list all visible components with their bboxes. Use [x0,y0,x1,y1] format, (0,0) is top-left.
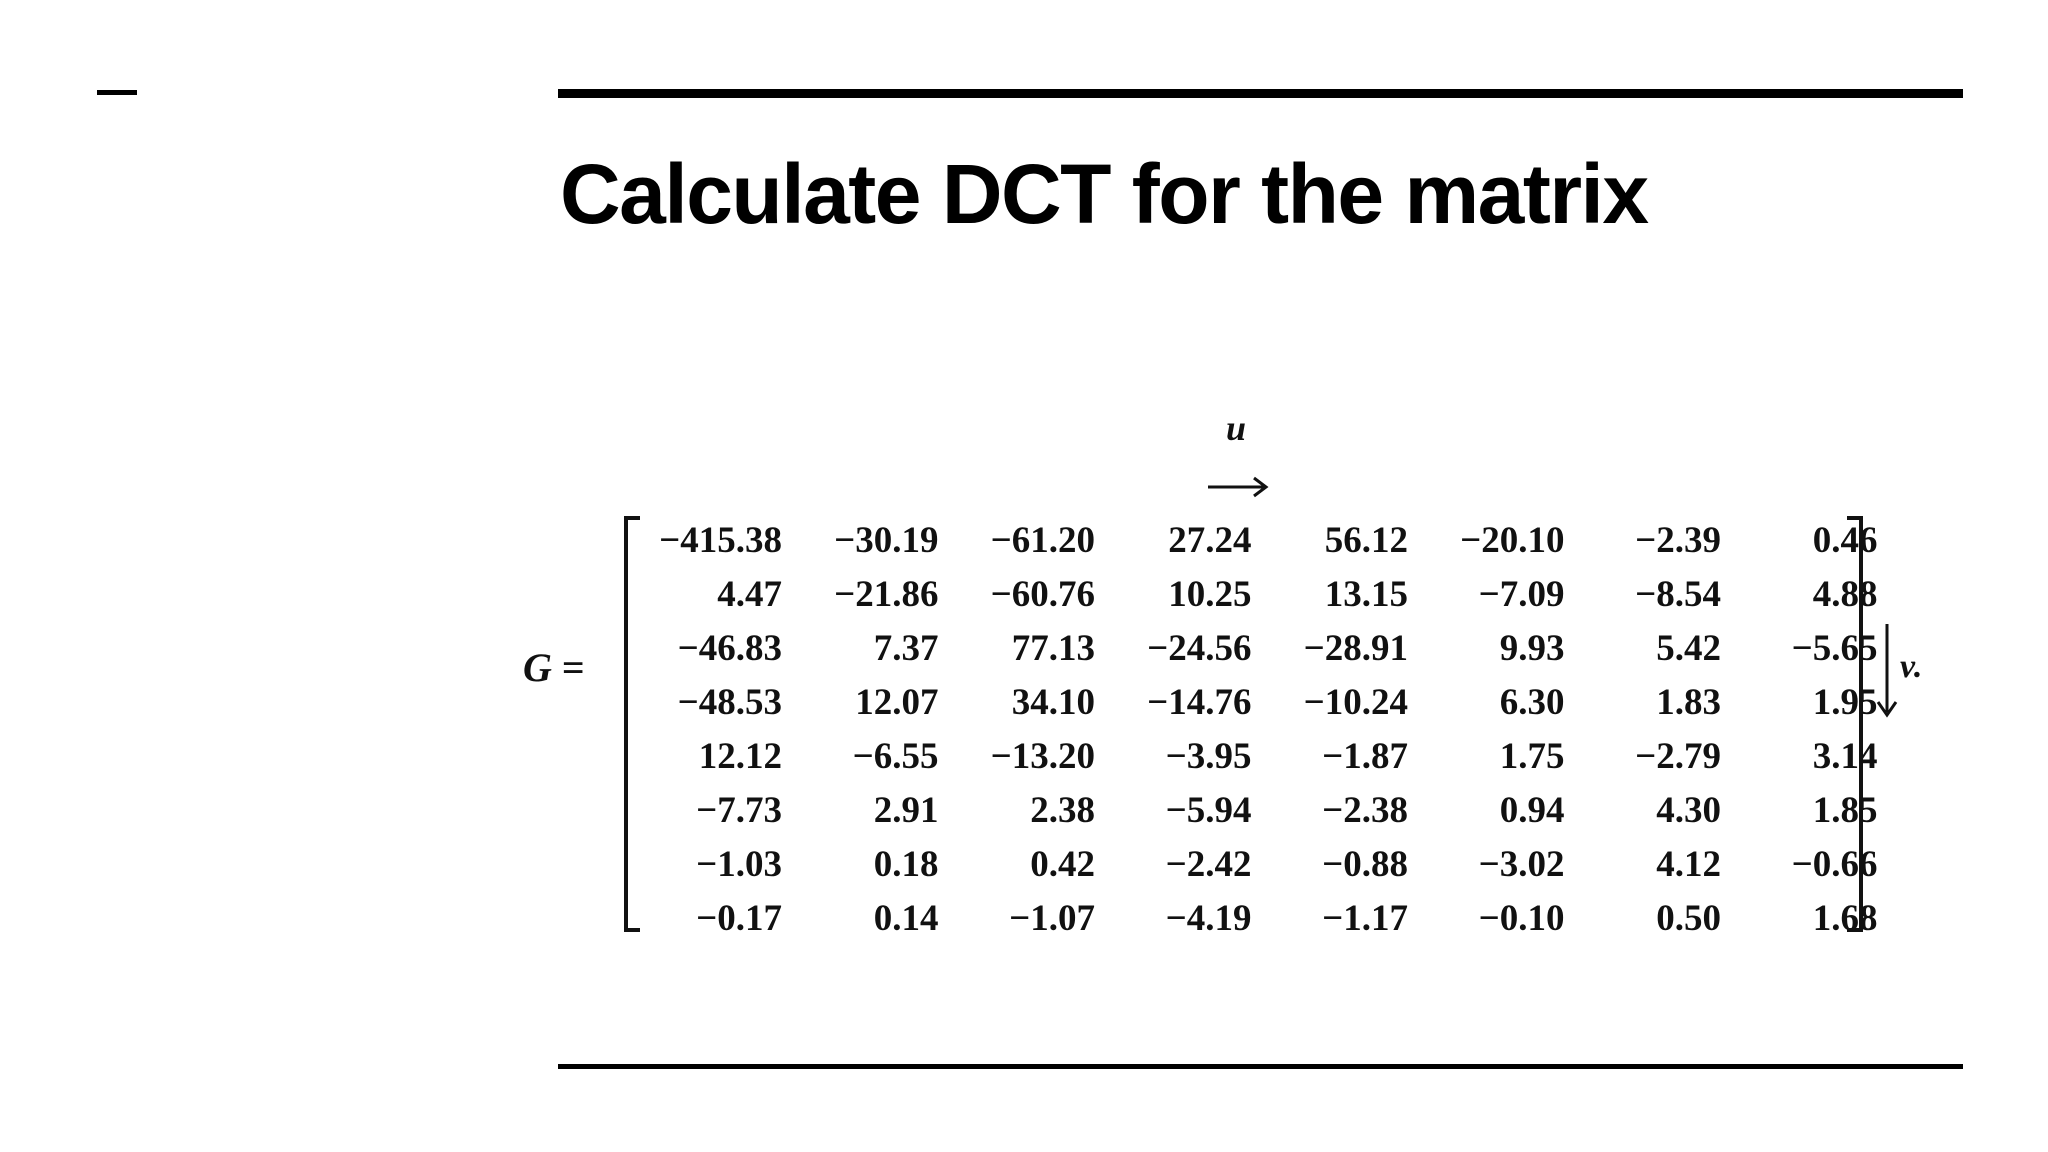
matrix-cell: −28.91 [1303,627,1408,669]
slide-title: Calculate DCT for the matrix [560,147,1649,241]
bottom-divider [558,1064,1963,1069]
matrix-cell: 1.68 [1812,897,1878,939]
matrix-variable: G [523,645,552,690]
matrix-cell: −1.03 [696,843,782,885]
matrix-cell: −6.55 [852,735,939,777]
matrix-cell: 0.50 [1656,897,1721,939]
matrix-cell: 1.85 [1812,789,1878,831]
matrix-cell: −0.88 [1322,843,1408,885]
matrix-cell: −4.19 [1165,897,1252,939]
right-bracket [1847,516,1863,932]
matrix-cell: 3.14 [1812,735,1878,777]
matrix-cell: −3.95 [1165,735,1252,777]
matrix-row: −7.73 2.91 2.38 −5.94 −2.38 0.94 4.30 1.85 [636,783,1878,837]
matrix-cell: 12.07 [855,681,939,723]
matrix-cell: 7.37 [873,627,939,669]
equals-sign: = [561,645,585,690]
matrix-cell: 0.14 [873,897,939,939]
matrix-row: −415.38 −30.19 −61.20 27.24 56.12 −20.10 −2.39… [636,513,1878,567]
matrix-cell: 4.88 [1812,573,1878,615]
matrix-cell: −3.02 [1478,843,1565,885]
left-bracket [624,516,640,932]
dct-matrix: −415.38 −30.19 −61.20 27.24 56.12 −20.10 −2.39… [636,513,1878,945]
matrix-cell: −7.09 [1478,573,1565,615]
matrix-cell: 4.30 [1656,789,1721,831]
matrix-cell: −21.86 [834,573,939,615]
right-arrow-icon [1208,476,1269,498]
matrix-cell: 6.30 [1499,681,1565,723]
matrix-cell: 27.24 [1168,519,1252,561]
row-index-label: v. [1900,648,1923,685]
matrix-cell: −1.17 [1322,897,1408,939]
matrix-cell: −8.54 [1635,573,1721,615]
matrix-cell: −13.20 [990,735,1095,777]
matrix-cell: −7.73 [696,789,782,831]
matrix-row: −48.53 12.07 34.10 −14.76 −10.24 6.30 1.83 1.95 [636,675,1878,729]
matrix-cell: 1.95 [1812,681,1878,723]
matrix-cell: 1.83 [1656,681,1721,723]
matrix-cell: −2.42 [1165,843,1252,885]
matrix-cell: −0.66 [1791,843,1878,885]
matrix-cell: 4.47 [717,573,782,615]
slide-dash-marker [97,90,137,95]
matrix-cell: −1.87 [1322,735,1408,777]
matrix-cell: −48.53 [677,681,782,723]
matrix-cell: 34.10 [1011,681,1095,723]
matrix-cell: −2.38 [1322,789,1408,831]
matrix-cell: 77.13 [1011,627,1095,669]
matrix-cell: −5.65 [1791,627,1878,669]
matrix-cell: −61.20 [990,519,1095,561]
matrix-cell: −10.24 [1303,681,1408,723]
matrix-row: 12.12 −6.55 −13.20 −3.95 −1.87 1.75 −2.79 3.14 [636,729,1878,783]
matrix-cell: −46.83 [677,627,782,669]
matrix-cell: −24.56 [1147,627,1252,669]
matrix-cell: 56.12 [1324,519,1408,561]
matrix-cell: 0.18 [873,843,939,885]
down-arrow-icon [1876,624,1898,718]
matrix-cell: −415.38 [659,519,782,561]
matrix-cell: −30.19 [834,519,939,561]
matrix-cell: −2.39 [1635,519,1721,561]
matrix-cell: −2.79 [1635,735,1721,777]
matrix-cell: 4.12 [1656,843,1721,885]
matrix-cell: −1.07 [1009,897,1095,939]
top-divider [558,89,1963,98]
column-index-label: u [1226,408,1247,448]
matrix-row: 4.47 −21.86 −60.76 10.25 13.15 −7.09 −8.54 4.88 [636,567,1878,621]
matrix-cell: −14.76 [1147,681,1252,723]
matrix-row: −46.83 7.37 77.13 −24.56 −28.91 9.93 5.42 −5.65 [636,621,1878,675]
matrix-cell: 0.94 [1499,789,1565,831]
matrix-cell: −20.10 [1460,519,1565,561]
matrix-cell: 0.42 [1030,843,1095,885]
matrix-cell: 13.15 [1324,573,1408,615]
matrix-row: −1.03 0.18 0.42 −2.42 −0.88 −3.02 4.12 −0.66 [636,837,1878,891]
matrix-cell: 1.75 [1499,735,1565,777]
matrix-cell: 5.42 [1656,627,1721,669]
matrix-cell: −0.10 [1478,897,1565,939]
matrix-cell: 2.91 [873,789,939,831]
matrix-cell: −0.17 [696,897,782,939]
matrix-cell: 0.46 [1812,519,1878,561]
matrix-row: −0.17 0.14 −1.07 −4.19 −1.17 −0.10 0.50 1.68 [636,891,1878,945]
matrix-cell: −60.76 [990,573,1095,615]
matrix-cell: 2.38 [1030,789,1095,831]
matrix-name: G = [523,648,585,688]
matrix-cell: 9.93 [1499,627,1565,669]
matrix-cell: −5.94 [1165,789,1252,831]
matrix-cell: 10.25 [1168,573,1252,615]
matrix-cell: 12.12 [698,735,782,777]
